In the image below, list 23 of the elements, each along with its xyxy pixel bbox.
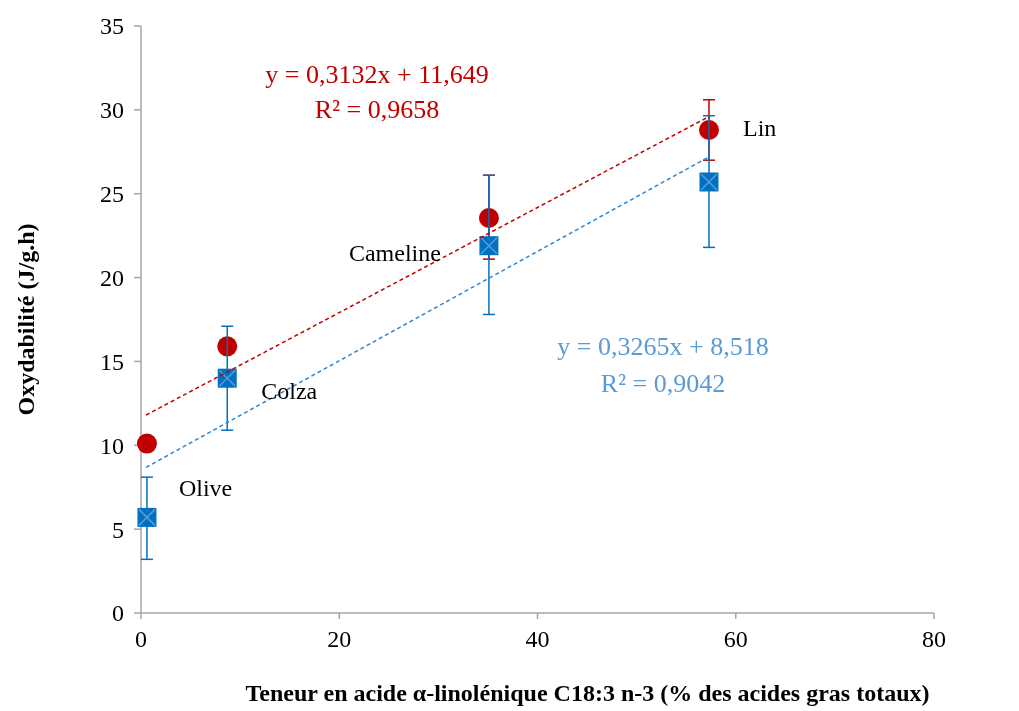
y-tick-label: 0	[112, 600, 124, 627]
annotation: R² = 0,9042	[600, 369, 726, 398]
annotation: Lin	[742, 115, 777, 142]
y-tick-label: 5	[112, 516, 124, 543]
y-axis-title: Oxydabilité (J/g.h)	[13, 223, 39, 416]
y-tick-label: 20	[100, 264, 124, 291]
y-tick-label: 15	[100, 348, 124, 375]
y-tick-label: 10	[100, 432, 124, 459]
x-tick-label: 60	[723, 626, 748, 652]
annotation: y = 0,3265x + 8,518	[557, 332, 769, 361]
x-tick-label: 20	[327, 626, 352, 652]
annotation: Colza	[261, 377, 318, 404]
annotation: R² = 0,9658	[314, 95, 440, 124]
annotation: Olive	[178, 474, 233, 501]
x-axis-title: Teneur en acide α-linolénique C18:3 n-3 (% des acides gras totaux)	[245, 680, 930, 706]
x-tick-label: 80	[922, 626, 946, 652]
x-tick-label: 40	[525, 626, 550, 652]
annotation: Cameline	[348, 240, 441, 267]
y-tick-label: 35	[100, 13, 124, 40]
y-tick-label: 30	[100, 97, 124, 124]
y-tick-label: 25	[100, 181, 124, 208]
annotation: y = 0,3132x + 11,649	[265, 60, 489, 89]
x-tick-label: 0	[135, 626, 147, 652]
